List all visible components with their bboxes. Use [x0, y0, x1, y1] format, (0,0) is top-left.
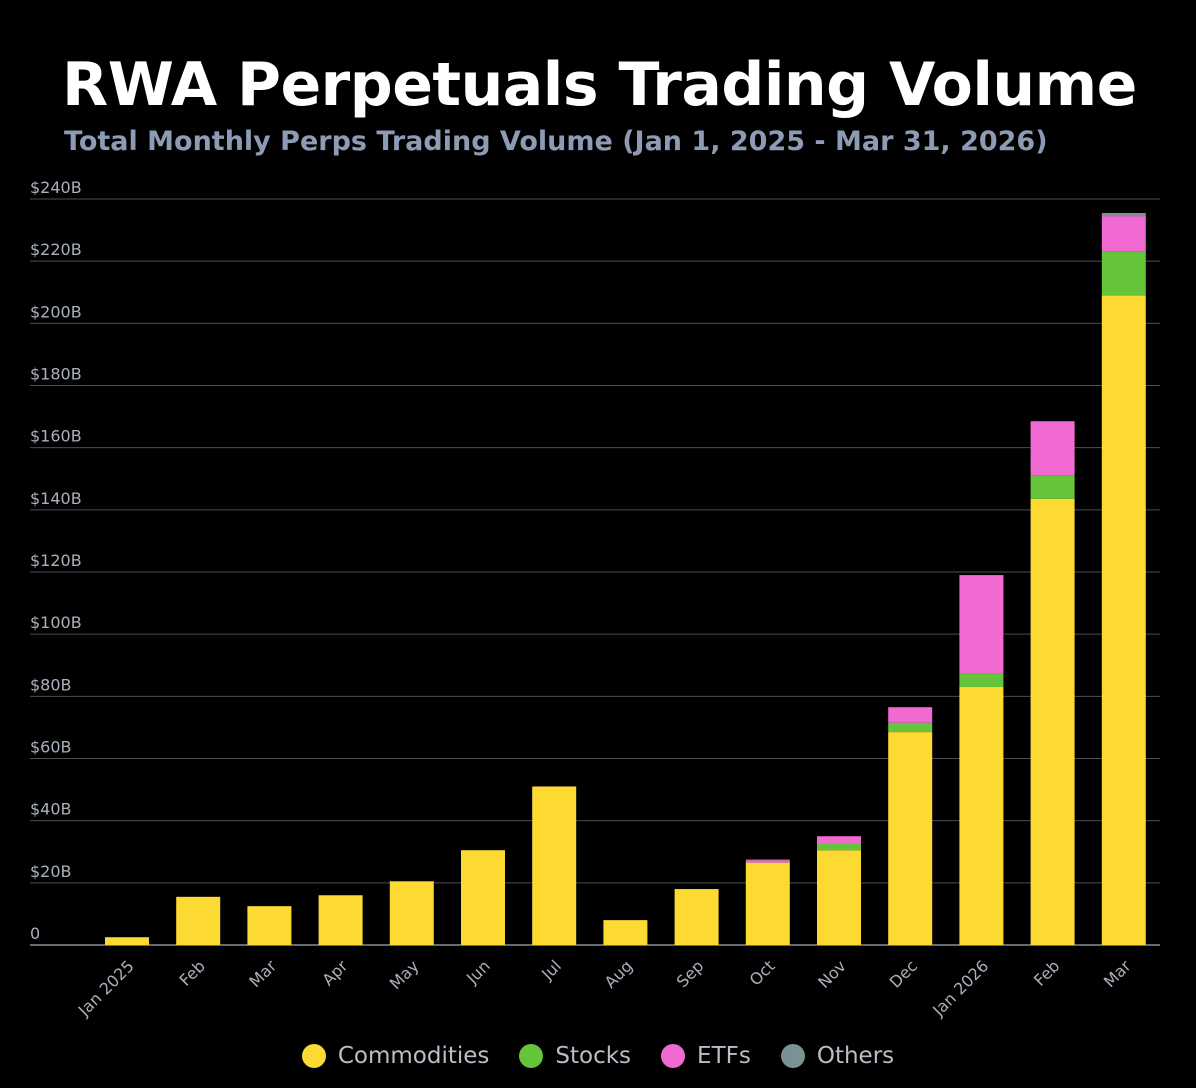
bar-segment-etfs — [1101, 216, 1146, 252]
x-tick-label: Jan 2025 — [74, 956, 138, 1020]
legend-label: Commodities — [337, 1043, 490, 1069]
legend-item-stocks[interactable]: Stocks — [519, 1043, 631, 1069]
bar-segment-others — [1101, 212, 1146, 217]
legend-item-others[interactable]: Others — [780, 1043, 895, 1069]
bar-segment-others — [745, 859, 790, 861]
bar-segment-commodities — [389, 881, 434, 945]
legend-item-commodities[interactable]: Commodities — [301, 1043, 490, 1069]
bar-segment-commodities — [888, 732, 933, 945]
bar-segment-stocks — [888, 722, 933, 733]
bar-segment-commodities — [959, 687, 1004, 945]
y-tick-label: $20B — [30, 862, 72, 881]
bar-segment-commodities — [817, 850, 861, 945]
x-tick-label: Aug — [601, 956, 637, 992]
x-tick-label: Oct — [746, 956, 779, 989]
legend: Commodities Stocks ETFs Others — [0, 1043, 1196, 1069]
y-tick-label: $100B — [30, 613, 82, 632]
bar-segment-commodities — [176, 896, 221, 945]
y-tick-label: $200B — [30, 302, 82, 321]
y-tick-label: $120B — [30, 551, 82, 570]
bar-segment-commodities — [603, 920, 648, 945]
bar-segment-etfs — [888, 707, 933, 723]
legend-swatch-stocks — [519, 1044, 544, 1068]
bar-segment-commodities — [105, 937, 149, 945]
bar-segment-commodities — [1101, 295, 1146, 945]
x-tick-label: Dec — [886, 956, 921, 991]
bar-segment-stocks — [1101, 251, 1146, 296]
bar-segment-commodities — [1030, 498, 1075, 945]
bar-segment-etfs — [1030, 421, 1075, 476]
bar-segment-commodities — [532, 786, 577, 945]
legend-item-etfs[interactable]: ETFs — [661, 1043, 751, 1069]
y-tick-label: $140B — [30, 489, 82, 508]
x-tick-label: Jun — [462, 956, 494, 988]
bar-segment-stocks — [1030, 475, 1075, 499]
y-tick-label: $220B — [30, 240, 82, 259]
y-tick-label: 0 — [30, 924, 40, 943]
bar-segment-commodities — [247, 906, 292, 945]
x-tick-label: May — [386, 956, 423, 993]
bar-segment-commodities — [318, 895, 363, 945]
bar-segment-commodities — [674, 889, 719, 945]
y-tick-label: $80B — [30, 675, 72, 694]
bar-segment-etfs — [817, 836, 861, 844]
bar-segment-commodities — [461, 850, 505, 945]
x-tick-label: Mar — [1100, 956, 1135, 991]
x-tick-label: Jan 2026 — [928, 956, 992, 1020]
y-tick-label: $40B — [30, 800, 72, 819]
x-tick-label: Feb — [1030, 956, 1063, 989]
bar-segment-commodities — [745, 862, 790, 945]
chart-subtitle: Total Monthly Perps Trading Volume (Jan … — [64, 126, 1048, 157]
bar-segment-etfs — [745, 860, 790, 863]
legend-swatch-others — [780, 1044, 805, 1068]
x-tick-label: Apr — [318, 956, 351, 989]
bar-segment-stocks — [959, 673, 1004, 688]
y-tick-label: $180B — [30, 365, 82, 384]
legend-swatch-commodities — [301, 1044, 326, 1068]
y-tick-label: $240B — [30, 178, 82, 197]
x-tick-label: Feb — [176, 956, 209, 989]
x-tick-label: Jul — [537, 956, 565, 984]
chart-title: RWA Perpetuals Trading Volume — [62, 50, 1137, 120]
bar-segment-etfs — [959, 575, 1004, 674]
y-tick-label: $160B — [30, 427, 82, 446]
y-tick-label: $60B — [30, 738, 72, 757]
x-tick-label: Mar — [245, 956, 280, 991]
legend-swatch-etfs — [661, 1044, 686, 1068]
legend-label: ETFs — [697, 1043, 751, 1069]
x-tick-label: Nov — [814, 956, 850, 992]
legend-label: Stocks — [555, 1043, 632, 1069]
legend-label: Others — [816, 1043, 895, 1069]
chart-plot-area: 0 $20B $40B $60B $80B $100B $120B $140B $160B $18… — [30, 178, 1160, 1020]
x-tick-label: Sep — [673, 956, 708, 991]
bar-segment-stocks — [817, 843, 861, 851]
